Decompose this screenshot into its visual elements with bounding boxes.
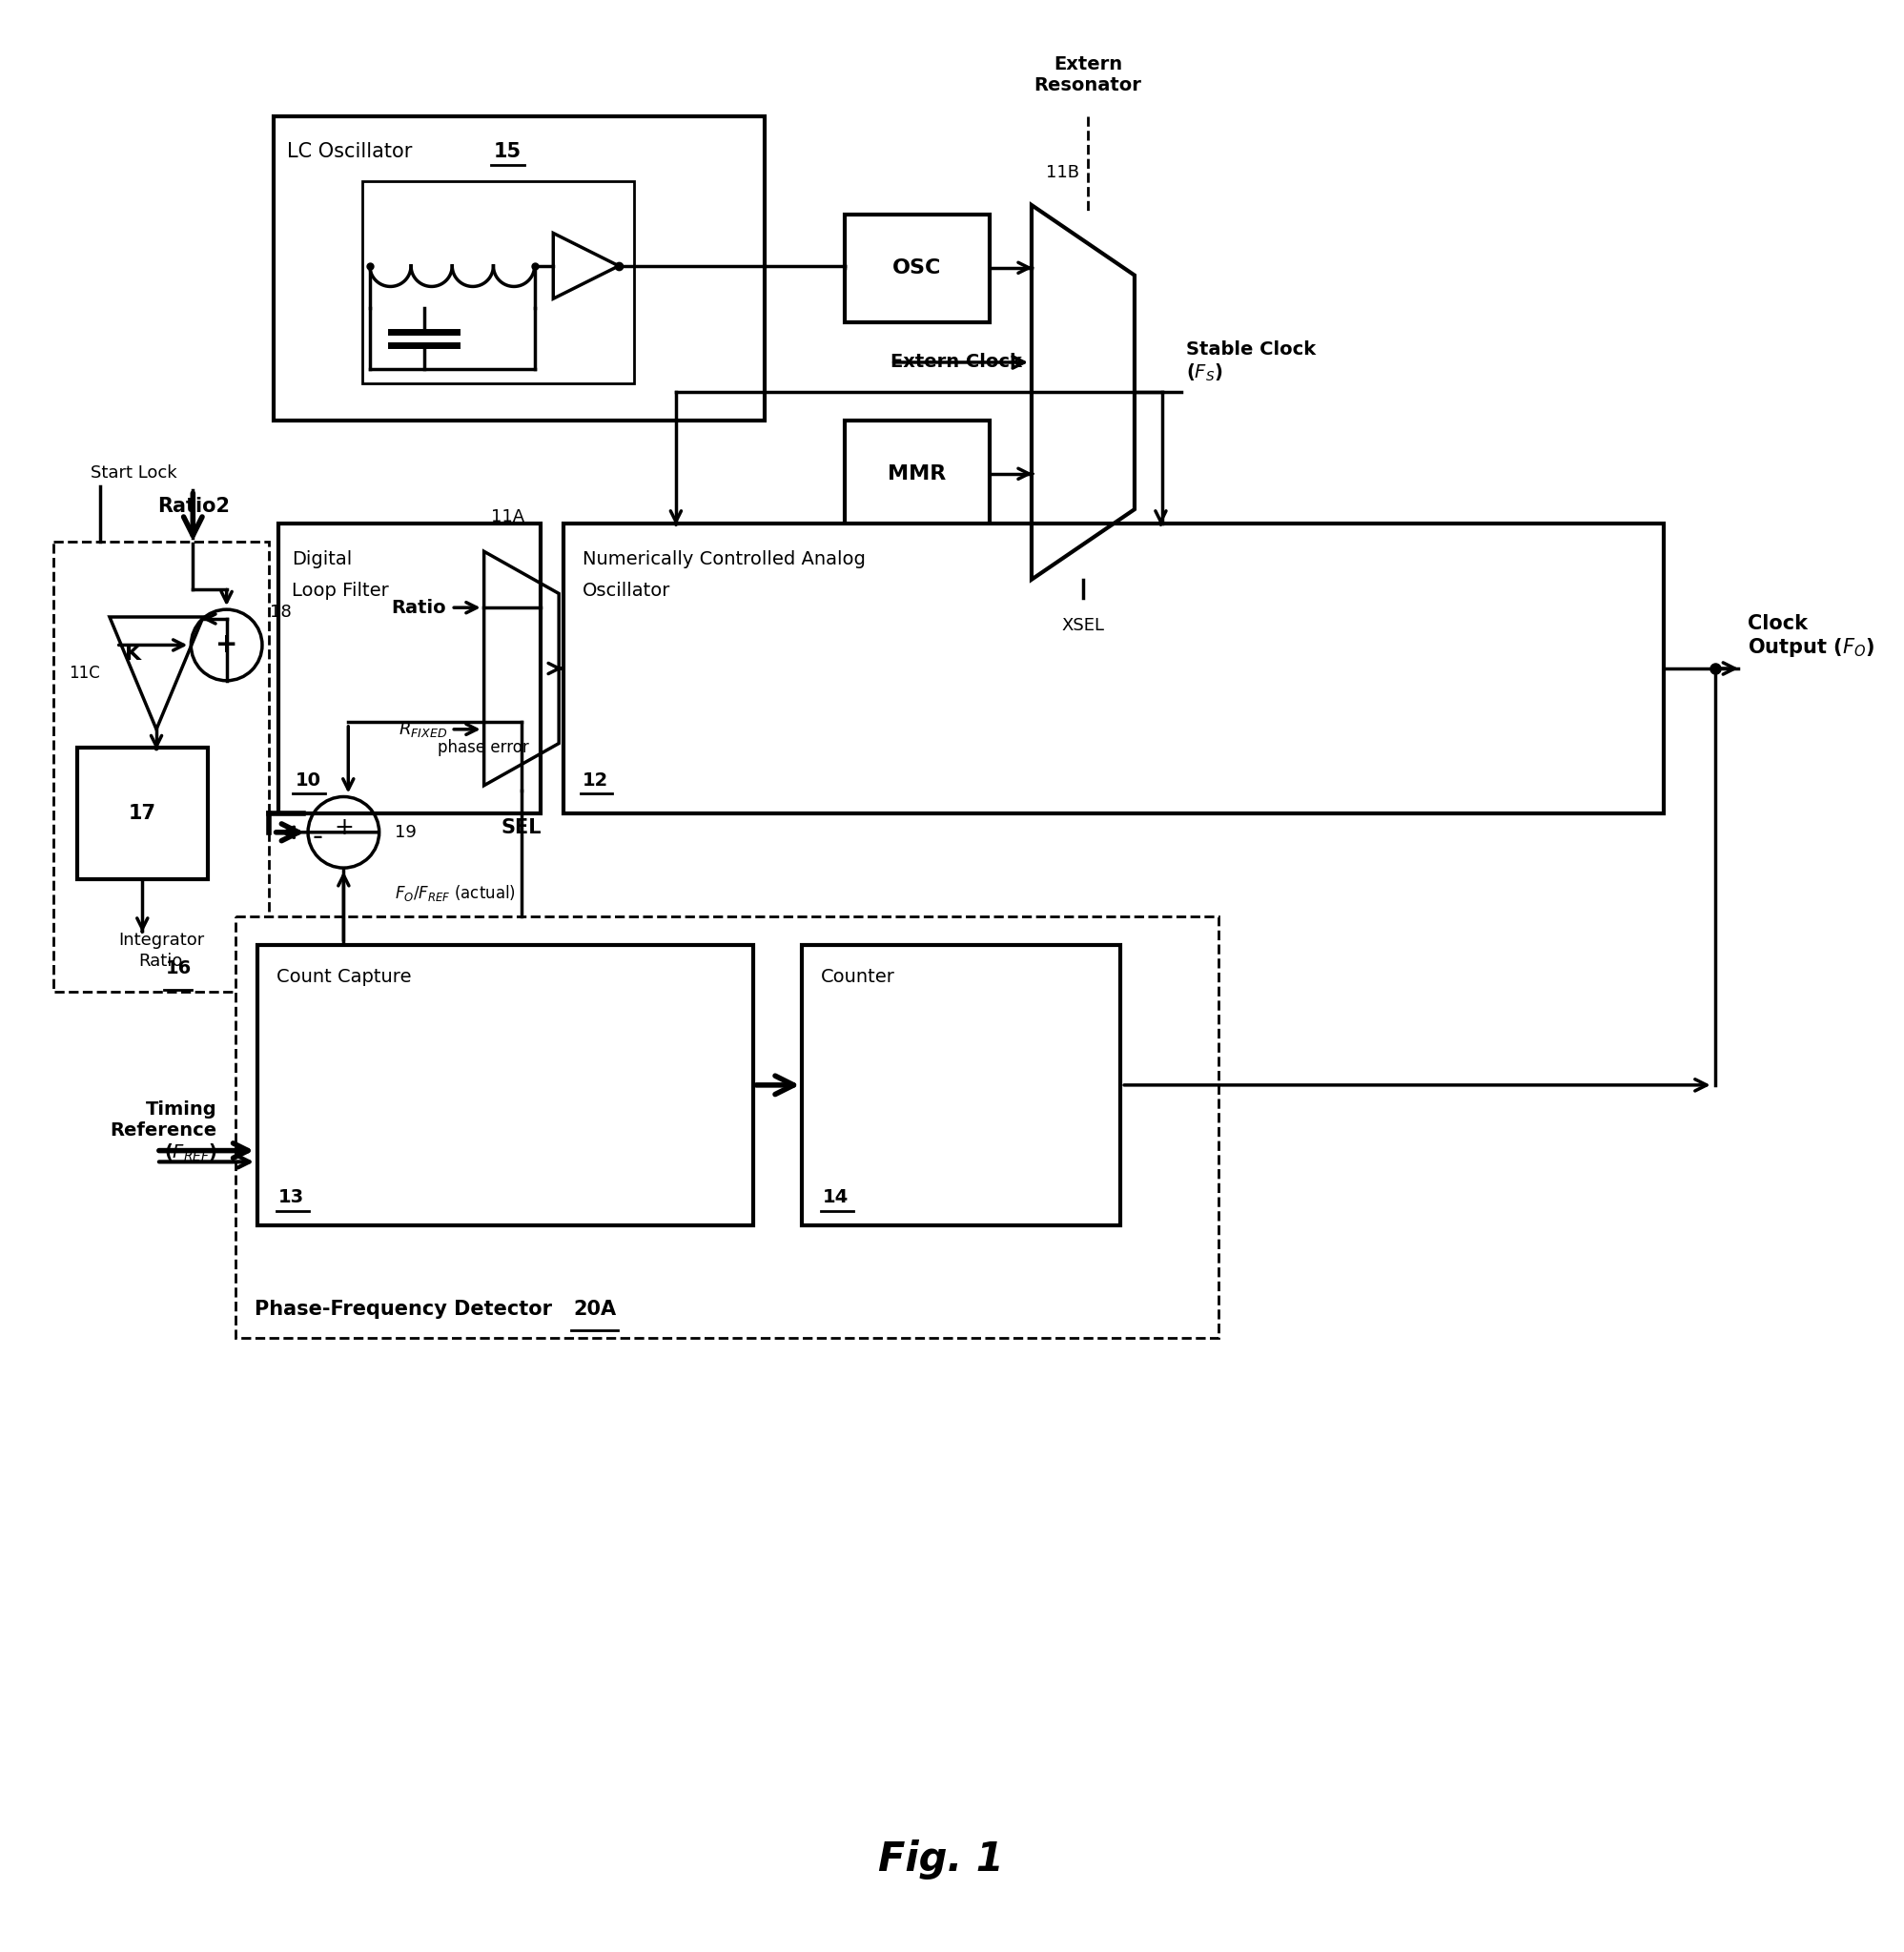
Bar (564, 523, 1664, 814)
Text: Stable Clock
($F_S$): Stable Clock ($F_S$) (1186, 340, 1316, 383)
Text: Timing
Reference
($F_{REF}$): Timing Reference ($F_{REF}$) (110, 1101, 217, 1163)
Text: 14: 14 (823, 1189, 849, 1206)
Text: +: + (215, 632, 238, 658)
Bar (843, 420, 990, 529)
Bar (278, 523, 541, 814)
Text: 10: 10 (295, 771, 320, 791)
Text: Integrator: Integrator (118, 931, 204, 949)
Text: 11C: 11C (69, 664, 101, 681)
Text: 15: 15 (493, 142, 522, 162)
Text: -: - (312, 824, 322, 851)
Text: Extern
Resonator: Extern Resonator (1034, 55, 1142, 94)
Text: Phase-Frequency Detector: Phase-Frequency Detector (255, 1300, 565, 1320)
Bar (257, 945, 754, 1226)
Text: Fig. 1: Fig. 1 (878, 1839, 1003, 1880)
Text: 11B: 11B (1045, 164, 1080, 182)
Text: 18: 18 (270, 603, 291, 621)
Text: Extern Clock: Extern Clock (891, 353, 1022, 371)
Text: Digital: Digital (291, 550, 352, 568)
Bar (76, 748, 208, 878)
Bar (236, 917, 1219, 1337)
Bar (362, 182, 634, 383)
Text: Count Capture: Count Capture (276, 968, 411, 986)
Text: OSC: OSC (891, 258, 941, 277)
Text: 13: 13 (278, 1189, 305, 1206)
Text: Ratio2: Ratio2 (158, 498, 230, 515)
Text: K: K (126, 644, 141, 664)
Text: Start Lock: Start Lock (91, 465, 177, 482)
Text: Oscillator: Oscillator (583, 582, 670, 599)
Bar (53, 543, 268, 992)
Text: Loop Filter: Loop Filter (291, 582, 388, 599)
Text: Clock
Output ($F_O$): Clock Output ($F_O$) (1748, 613, 1874, 660)
Text: SEL: SEL (501, 818, 543, 837)
Text: 19: 19 (394, 824, 417, 841)
Text: Numerically Controlled Analog: Numerically Controlled Analog (583, 550, 864, 568)
Text: Ratio: Ratio (139, 953, 183, 970)
Bar (802, 945, 1120, 1226)
Text: LC Oscillator: LC Oscillator (288, 142, 419, 162)
Text: 12: 12 (583, 771, 607, 791)
Text: $F_O$/$F_{REF}$ (actual): $F_O$/$F_{REF}$ (actual) (394, 882, 516, 904)
Text: Counter: Counter (821, 968, 895, 986)
Text: XSEL: XSEL (1062, 617, 1104, 634)
Text: 20A: 20A (573, 1300, 615, 1320)
Text: 11A: 11A (491, 508, 524, 525)
Text: 16: 16 (166, 958, 192, 978)
Text: 17: 17 (129, 804, 156, 824)
Bar (843, 215, 990, 322)
Text: +: + (333, 816, 354, 839)
Text: Ratio: Ratio (390, 599, 446, 617)
Bar (274, 115, 765, 420)
Text: MMR: MMR (887, 465, 946, 484)
Text: phase error: phase error (438, 740, 529, 757)
Text: $R_{FIXED}$: $R_{FIXED}$ (398, 720, 447, 740)
